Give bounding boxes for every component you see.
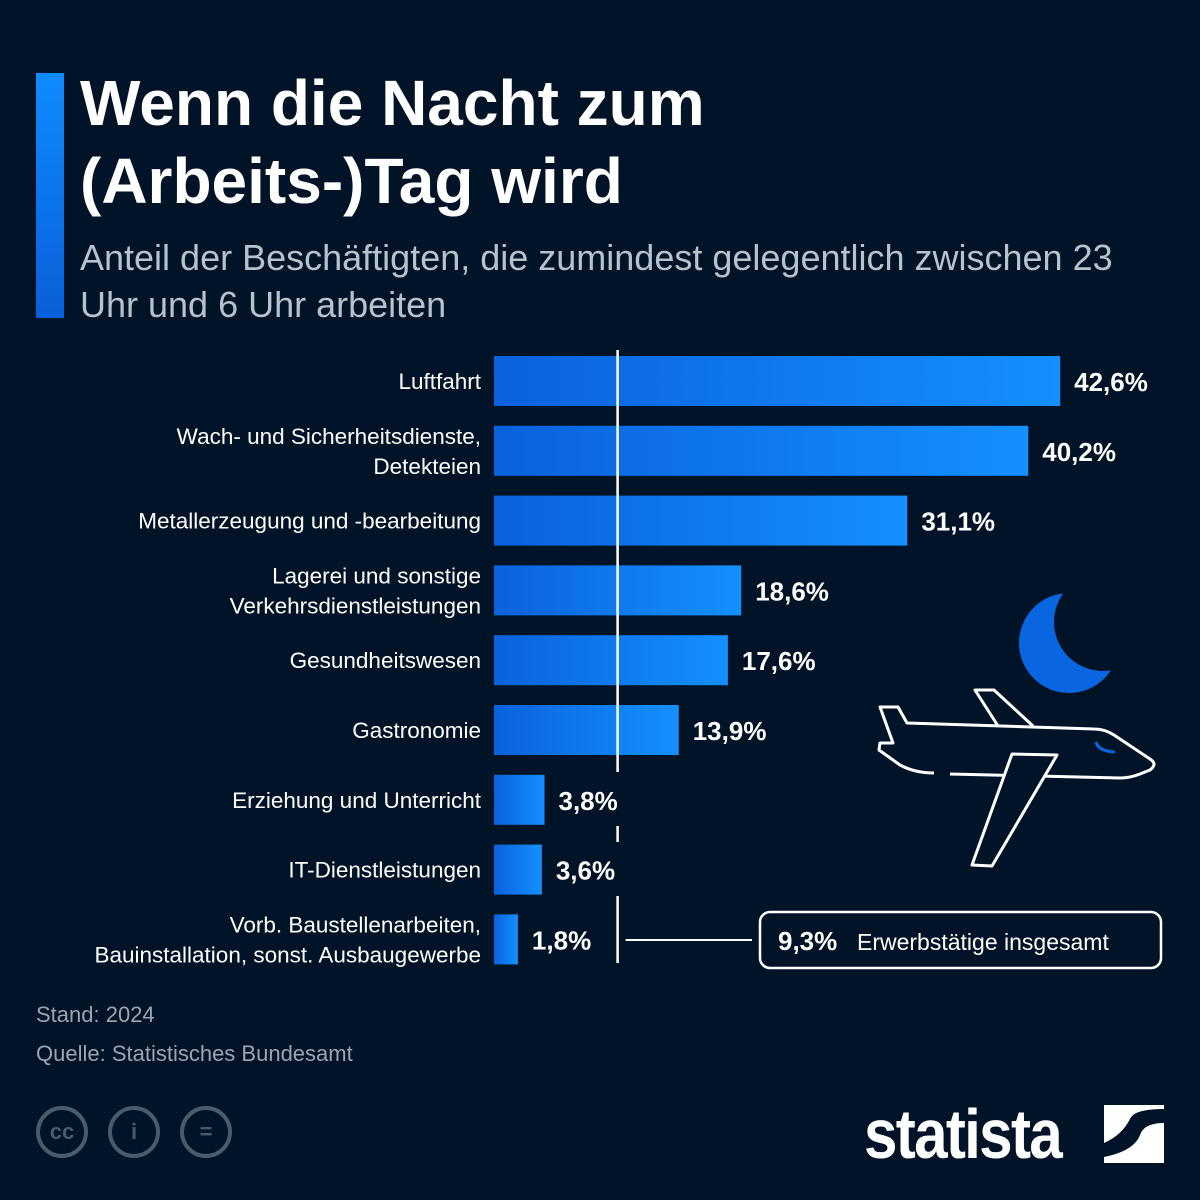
value-label: 1,8% [532, 925, 591, 955]
statista-logo-icon [1104, 1105, 1164, 1163]
page-title: Wenn die Nacht zum (Arbeits-)Tag wird [80, 67, 705, 217]
value-label: 13,9% [693, 716, 767, 746]
value-label: 40,2% [1042, 437, 1116, 467]
attribution-icon[interactable]: i [108, 1106, 160, 1158]
category-label: Erziehung und Unterricht [232, 788, 482, 813]
accent-bar [36, 73, 64, 318]
bar [494, 774, 545, 825]
source-note: Quelle: Statistisches Bundesamt [36, 1041, 353, 1066]
bar [494, 635, 728, 686]
statista-logo[interactable]: statista [864, 1095, 1063, 1173]
value-label: 3,6% [556, 856, 615, 886]
bar [494, 705, 679, 755]
category-label: Metallerzeugung und -bearbeitung [138, 509, 481, 534]
value-label: 3,8% [559, 786, 618, 816]
category-label: Gastronomie [352, 718, 481, 743]
category-label: Vorb. Baustellenarbeiten, [230, 912, 481, 937]
category-label: Lagerei und sonstige [272, 563, 481, 588]
reference-label: Erwerbstätige insgesamt [857, 929, 1109, 955]
category-label: Gesundheitswesen [290, 648, 481, 673]
value-label: 17,6% [742, 646, 816, 676]
airplane-icon [877, 688, 1156, 868]
category-label: Luftfahrt [398, 369, 481, 394]
cc-icon[interactable]: cc [36, 1106, 88, 1158]
bar [494, 914, 518, 965]
bar [494, 495, 908, 546]
moon-icon [1010, 585, 1120, 700]
category-label: IT-Dienstleistungen [288, 858, 481, 883]
bar [494, 844, 542, 895]
bar [494, 425, 1029, 476]
no-derivatives-icon[interactable]: = [180, 1106, 232, 1158]
stand-note: Stand: 2024 [36, 1002, 155, 1027]
reference-box [758, 910, 1163, 970]
bar [494, 356, 1061, 406]
category-label: Verkehrsdienstleistungen [230, 593, 481, 618]
category-label: Wach- und Sicherheitsdienste, [177, 424, 481, 449]
subtitle: Anteil der Beschäftigten, die zumindest … [80, 237, 1113, 325]
value-label: 31,1% [921, 507, 995, 537]
category-label: Detekteien [373, 454, 481, 479]
value-label: 42,6% [1074, 367, 1148, 397]
category-label: Bauinstallation, sonst. Ausbaugewerbe [94, 942, 481, 967]
value-label: 18,6% [755, 576, 829, 606]
reference-value: 9,3% [778, 926, 837, 956]
